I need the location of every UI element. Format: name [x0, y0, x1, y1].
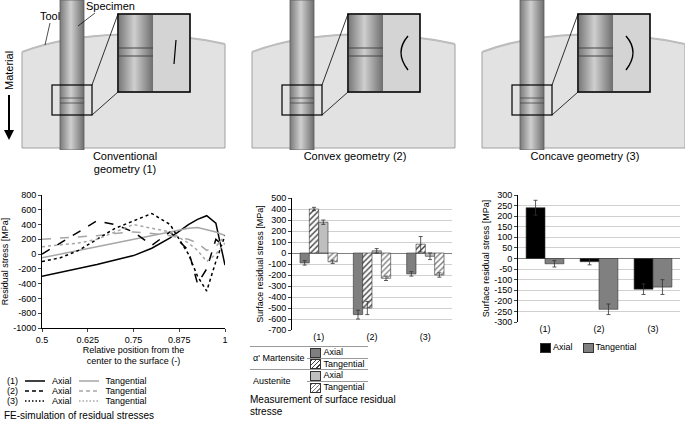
svg-text:400: 400: [21, 220, 36, 230]
html-text:Convex geometry (2): Convex geometry (2): [303, 150, 407, 162]
html-text:Tangential: Tangential: [595, 342, 637, 352]
svg-text:0.75: 0.75: [125, 335, 143, 345]
svg-text:Tool: Tool: [40, 10, 60, 22]
svg-text:0: 0: [281, 248, 286, 258]
html-text:FE-simulation of residual stre: FE-simulation of residual stresses: [4, 410, 155, 421]
html-text:Tangential: Tangential: [105, 396, 147, 406]
svg-text:-300: -300: [494, 317, 512, 327]
svg-text:Relative position from thecent: Relative position from thecenter to the …: [83, 345, 185, 367]
svg-text:-50: -50: [499, 264, 512, 274]
svg-text:300: 300: [497, 190, 512, 200]
svg-text:50: 50: [502, 243, 512, 253]
svg-text:250: 250: [497, 201, 512, 211]
svg-text:500: 500: [271, 193, 286, 203]
svg-text:(1): (1): [540, 324, 551, 334]
html-text:Axial: Axial: [323, 370, 343, 381]
svg-text:(1): (1): [313, 332, 324, 342]
html-text:(2): (2): [7, 386, 18, 396]
html-text:Tangential: Tangential: [105, 386, 147, 396]
svg-text:(2): (2): [367, 332, 378, 342]
svg-text:200: 200: [21, 234, 36, 244]
svg-text:-250: -250: [494, 307, 512, 317]
svg-text:1: 1: [222, 335, 227, 345]
svg-text:Residual stress [MPa]: Residual stress [MPa]: [0, 218, 10, 306]
html-text:Austenite: Austenite: [253, 376, 291, 387]
svg-text:0.625: 0.625: [76, 335, 99, 345]
svg-text:Surface residual stress [MPa]: Surface residual stress [MPa]: [255, 205, 265, 323]
svg-text:-500: -500: [268, 303, 286, 313]
svg-text:-600: -600: [18, 294, 36, 304]
svg-text:600: 600: [21, 205, 36, 215]
html-text:Axial: Axial: [323, 347, 343, 357]
html-text:Axial: Axial: [52, 386, 72, 396]
svg-text:-600: -600: [268, 314, 286, 324]
svg-text:(2): (2): [594, 324, 605, 334]
svg-text:-200: -200: [494, 296, 512, 306]
svg-text:-100: -100: [494, 275, 512, 285]
svg-text:Surface residual stress [MPa]: Surface residual stress [MPa]: [481, 200, 491, 318]
svg-text:150: 150: [497, 222, 512, 232]
svg-text:200: 200: [271, 226, 286, 236]
html-text:Tangential: Tangential: [323, 358, 365, 369]
svg-text:-700: -700: [268, 325, 286, 335]
svg-text:200: 200: [497, 211, 512, 221]
svg-text:-200: -200: [18, 264, 36, 274]
svg-text:-100: -100: [268, 259, 286, 269]
svg-text:-400: -400: [18, 279, 36, 289]
html-text:Axial: Axial: [553, 342, 573, 352]
svg-text:-200: -200: [268, 270, 286, 280]
html-text:Concave geometry (3): Concave geometry (3): [530, 150, 640, 162]
svg-text:(3): (3): [420, 332, 431, 342]
svg-text:800: 800: [21, 190, 36, 200]
html-text:Axial: Axial: [52, 396, 72, 406]
svg-text:0: 0: [507, 254, 512, 264]
svg-text:-800: -800: [18, 308, 36, 318]
html-text:(3): (3): [7, 396, 18, 406]
svg-text:-300: -300: [268, 281, 286, 291]
svg-text:300: 300: [271, 215, 286, 225]
svg-text:-150: -150: [494, 285, 512, 295]
html-text:Tangential: Tangential: [323, 381, 365, 392]
svg-text:-1000: -1000: [13, 323, 36, 333]
svg-text:0: 0: [31, 249, 36, 259]
svg-text:Specimen: Specimen: [86, 0, 135, 12]
svg-text:0.875: 0.875: [168, 335, 191, 345]
html-text:(1): (1): [7, 376, 18, 386]
html-text:Axial: Axial: [52, 376, 72, 386]
html-text:Tangential: Tangential: [105, 376, 147, 386]
svg-text:-400: -400: [268, 292, 286, 302]
svg-text:0.5: 0.5: [36, 335, 49, 345]
html-text:Measurement of surface residua: Measurement of surface residual stresse: [250, 394, 396, 417]
svg-text:(3): (3): [648, 324, 659, 334]
svg-text:100: 100: [271, 237, 286, 247]
svg-text:100: 100: [497, 232, 512, 242]
svg-text:400: 400: [271, 204, 286, 214]
html-text:α' Martensite: α' Martensite: [253, 353, 305, 364]
html-text:Conventional geometry (1): Conventional geometry (1): [92, 150, 158, 175]
svg-text:Material: Material: [3, 51, 15, 90]
